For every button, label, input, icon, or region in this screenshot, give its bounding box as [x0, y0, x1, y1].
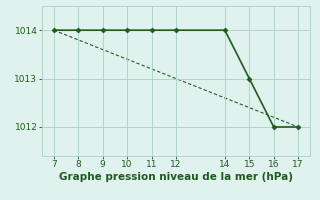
X-axis label: Graphe pression niveau de la mer (hPa): Graphe pression niveau de la mer (hPa) [59, 172, 293, 182]
